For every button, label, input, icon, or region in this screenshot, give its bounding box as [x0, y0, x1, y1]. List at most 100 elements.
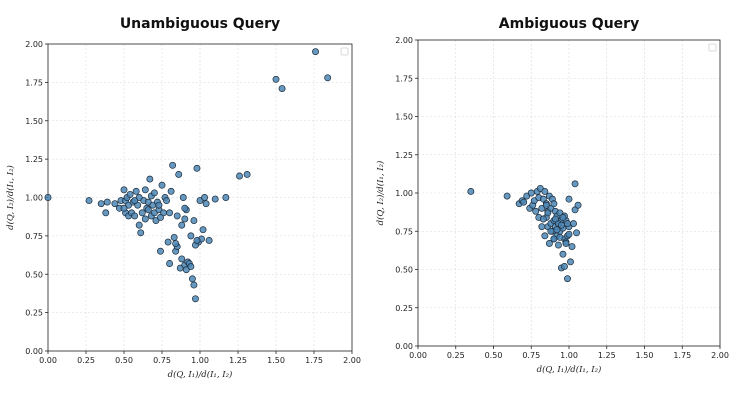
scatter-point — [199, 226, 207, 234]
scatter-point — [222, 194, 230, 201]
scatter-point — [146, 175, 154, 183]
scatter-point — [166, 209, 174, 217]
y-tick-label: 0.00 — [25, 347, 43, 356]
x-tick-label: 0.75 — [153, 356, 171, 365]
x-tick-label: 0.25 — [447, 351, 465, 360]
scatter-point — [126, 190, 134, 198]
x-tick-label: 1.25 — [598, 351, 616, 360]
scatter-point — [553, 226, 561, 234]
scatter-point — [562, 240, 570, 247]
scatter-point — [551, 215, 559, 223]
scatter-point — [272, 75, 280, 83]
scatter-point — [559, 250, 567, 258]
scatter-point — [527, 189, 535, 197]
scatter-point — [574, 201, 582, 209]
scatter-point — [187, 263, 195, 271]
scatter-point — [554, 241, 562, 249]
y-tick-label: 0.25 — [25, 309, 43, 318]
scatter-series — [44, 48, 332, 303]
x-tick-label: 2.00 — [711, 351, 729, 360]
scatter-point — [211, 195, 219, 203]
scatter-point — [120, 186, 128, 194]
scatter-point — [169, 161, 177, 169]
scatter-point — [138, 209, 146, 217]
scatter-point — [570, 220, 577, 228]
scatter-point — [132, 187, 140, 195]
y-tick-label: 2.00 — [395, 36, 413, 45]
scatter-point — [120, 204, 128, 212]
y-tick-label: 1.50 — [395, 113, 413, 122]
scatter-point — [190, 217, 198, 224]
scatter-point — [155, 201, 163, 209]
x-tick-label: 1.50 — [267, 356, 285, 365]
scatter-point — [573, 229, 581, 237]
x-tick-label: 1.00 — [191, 356, 209, 365]
scatter-point — [141, 186, 149, 194]
scatter-point — [539, 215, 547, 223]
scatter-point — [564, 275, 571, 283]
scatter-point — [164, 238, 172, 246]
scatter-point — [137, 229, 145, 237]
scatter-point — [158, 181, 166, 189]
chart-title: Ambiguous Query — [498, 16, 640, 32]
scatter-point — [559, 214, 567, 221]
scatter-point — [102, 209, 110, 217]
scatter-point — [520, 198, 528, 206]
scatter-point — [565, 195, 573, 203]
scatter-point — [178, 221, 186, 229]
scatter-point — [85, 197, 93, 205]
scatter-point — [173, 212, 181, 220]
scatter-point — [556, 233, 564, 241]
grid — [417, 39, 721, 347]
scatter-point — [181, 215, 189, 223]
chart-title: Unambiguous Query — [119, 16, 281, 32]
y-tick-label: 0.25 — [395, 304, 413, 313]
scatter-point — [550, 200, 558, 208]
scatter-point — [564, 220, 571, 228]
scatter-point — [111, 200, 119, 208]
scatter-point — [150, 189, 158, 197]
x-tick-label: 0.25 — [77, 356, 95, 365]
y-tick-label: 1.25 — [395, 151, 413, 160]
x-tick-label: 0.75 — [522, 351, 540, 360]
scatter-point — [541, 232, 549, 240]
scatter-point — [172, 240, 180, 247]
x-axis-label: d(Q, I₁)/d(I₁, I₂) — [168, 369, 233, 380]
scatter-point — [324, 74, 332, 82]
y-axis-label: d(Q, I₂)/d(I₁, I₂) — [5, 165, 16, 230]
scatter-point — [561, 262, 568, 270]
x-tick-label: 0.50 — [115, 356, 133, 365]
scatter-point — [545, 240, 553, 247]
x-tick-label: 2.00 — [343, 356, 361, 365]
x-tick-label: 0.00 — [39, 356, 57, 365]
scatter-point — [547, 227, 555, 235]
scatter-point — [131, 197, 139, 205]
scatter-point — [550, 235, 558, 243]
x-tick-label: 1.50 — [636, 351, 654, 360]
y-tick-label: 1.00 — [25, 194, 43, 203]
scatter-point — [167, 187, 175, 195]
y-tick-label: 1.75 — [395, 74, 413, 83]
scatter-point — [191, 295, 199, 303]
scatter-point — [532, 207, 540, 215]
scatter-point — [166, 260, 174, 267]
scatter-point — [571, 180, 579, 188]
scatter-point — [541, 188, 549, 195]
y-tick-label: 0.75 — [395, 227, 413, 236]
scatter-point — [538, 223, 546, 231]
scatter-point — [190, 281, 198, 289]
scatter-point — [567, 258, 574, 266]
x-tick-label: 1.75 — [673, 351, 691, 360]
scatter-point — [163, 197, 171, 205]
scatter-point — [193, 237, 201, 244]
y-axis-label: d(Q, I₂)/d(I₁, I₂) — [375, 161, 386, 226]
scatter-point — [181, 204, 189, 212]
scatter-point — [278, 85, 286, 92]
scatter-point — [131, 212, 139, 220]
y-tick-label: 1.25 — [25, 155, 43, 164]
scatter-point — [243, 171, 251, 178]
scatter-point — [157, 214, 164, 221]
scatter-point — [135, 221, 143, 229]
